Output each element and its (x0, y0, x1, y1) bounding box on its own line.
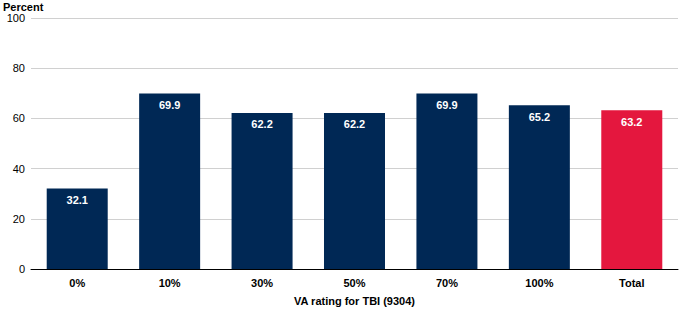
svg-text:10%: 10% (159, 277, 181, 289)
svg-text:0: 0 (19, 263, 25, 275)
svg-text:80: 80 (13, 62, 25, 74)
svg-text:70%: 70% (436, 277, 458, 289)
svg-text:60: 60 (13, 112, 25, 124)
svg-text:0%: 0% (69, 277, 85, 289)
svg-text:62.2: 62.2 (344, 118, 365, 130)
svg-text:69.9: 69.9 (436, 99, 457, 111)
svg-text:32.1: 32.1 (67, 194, 88, 206)
svg-text:VA rating for TBI (9304): VA rating for TBI (9304) (294, 295, 415, 307)
svg-text:Percent: Percent (3, 1, 44, 13)
svg-text:20: 20 (13, 213, 25, 225)
svg-text:63.2: 63.2 (621, 116, 642, 128)
svg-text:69.9: 69.9 (159, 99, 180, 111)
svg-text:65.2: 65.2 (529, 111, 550, 123)
svg-text:Total: Total (619, 277, 644, 289)
svg-text:50%: 50% (343, 277, 365, 289)
svg-text:100: 100 (7, 12, 25, 24)
svg-text:30%: 30% (251, 277, 273, 289)
svg-text:40: 40 (13, 163, 25, 175)
svg-text:100%: 100% (525, 277, 553, 289)
svg-text:62.2: 62.2 (251, 118, 272, 130)
